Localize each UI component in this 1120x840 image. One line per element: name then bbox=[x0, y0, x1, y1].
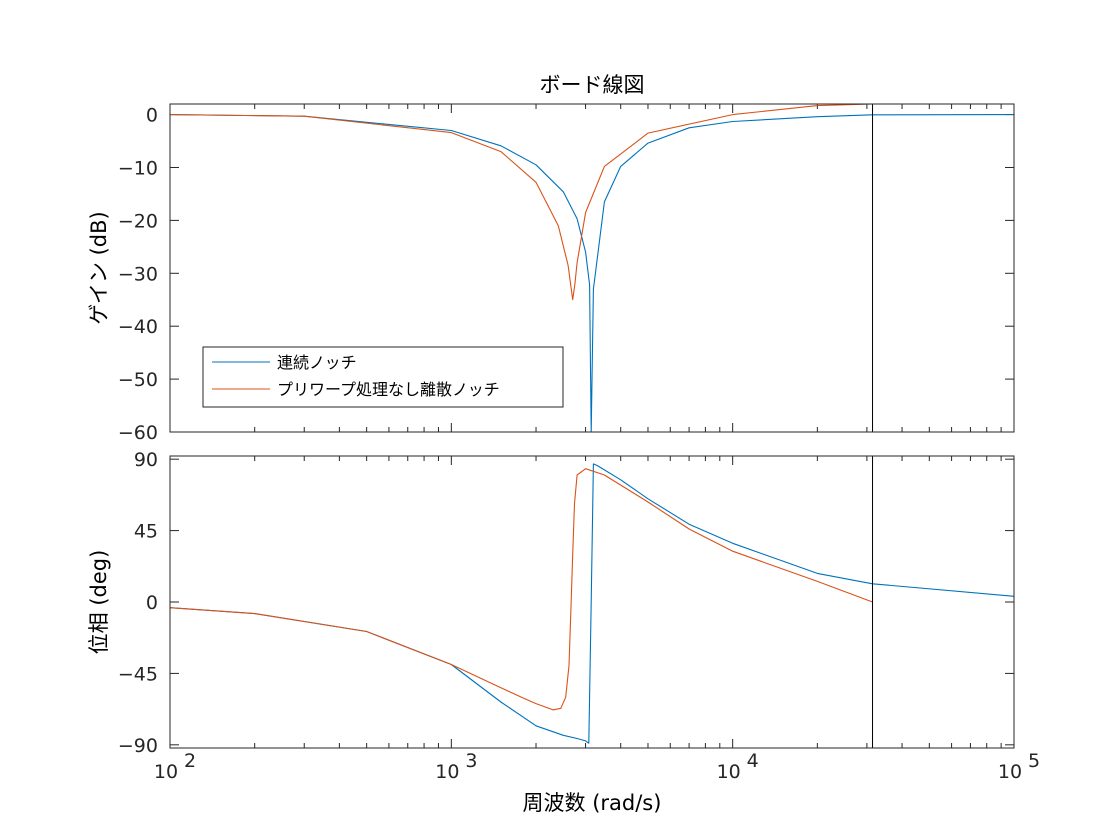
x-tick-label: 10 bbox=[998, 761, 1022, 783]
phase-y-tick-label: 0 bbox=[146, 592, 158, 614]
x-tick-label: 10 bbox=[154, 761, 178, 783]
phase-series-discrete bbox=[169, 468, 873, 711]
magnitude-y-tick-label: 0 bbox=[146, 105, 158, 127]
chart-title: ボード線図 bbox=[540, 73, 645, 97]
phase-series-continuous bbox=[169, 463, 1015, 744]
phase-y-tick-label: −45 bbox=[118, 663, 158, 685]
magnitude-series-discrete bbox=[169, 103, 873, 301]
legend: 連続ノッチ プリワープ処理なし離散ノッチ bbox=[202, 346, 564, 408]
magnitude-y-tick-label: −60 bbox=[118, 422, 158, 444]
magnitude-y-tick-label: −50 bbox=[118, 369, 158, 391]
legend-box bbox=[202, 346, 564, 408]
phase-y-tick-label: 90 bbox=[134, 449, 158, 471]
magnitude-y-tick-label: −20 bbox=[118, 210, 158, 232]
legend-label-continuous: 連続ノッチ bbox=[277, 353, 357, 372]
legend-label-discrete: プリワープ処理なし離散ノッチ bbox=[277, 380, 500, 399]
magnitude-frame bbox=[169, 103, 1015, 433]
phase-y-tick-label: 45 bbox=[134, 521, 158, 543]
x-tick-exponent: 4 bbox=[747, 750, 759, 772]
phase-y-tick-label: −90 bbox=[118, 735, 158, 757]
phase-frame bbox=[169, 455, 1015, 749]
x-tick-exponent: 2 bbox=[184, 750, 196, 772]
magnitude-y-tick-label: −10 bbox=[118, 157, 158, 179]
phase-axes: 90 45 0 −45 −90 10 2 10 3 10 4 10 5 bbox=[118, 449, 1040, 783]
x-tick-label: 10 bbox=[435, 761, 459, 783]
phase-plot-area bbox=[170, 456, 1014, 748]
magnitude-axis-label: ゲイン (dB) bbox=[87, 211, 111, 324]
magnitude-y-tick-label: −40 bbox=[118, 316, 158, 338]
x-tick-exponent: 5 bbox=[1028, 750, 1040, 772]
phase-axis-label: 位相 (deg) bbox=[87, 550, 111, 655]
x-tick-label: 10 bbox=[717, 761, 741, 783]
x-axis-label: 周波数 (rad/s) bbox=[523, 791, 662, 815]
x-tick-exponent: 3 bbox=[465, 750, 477, 772]
magnitude-y-tick-label: −30 bbox=[118, 263, 158, 285]
